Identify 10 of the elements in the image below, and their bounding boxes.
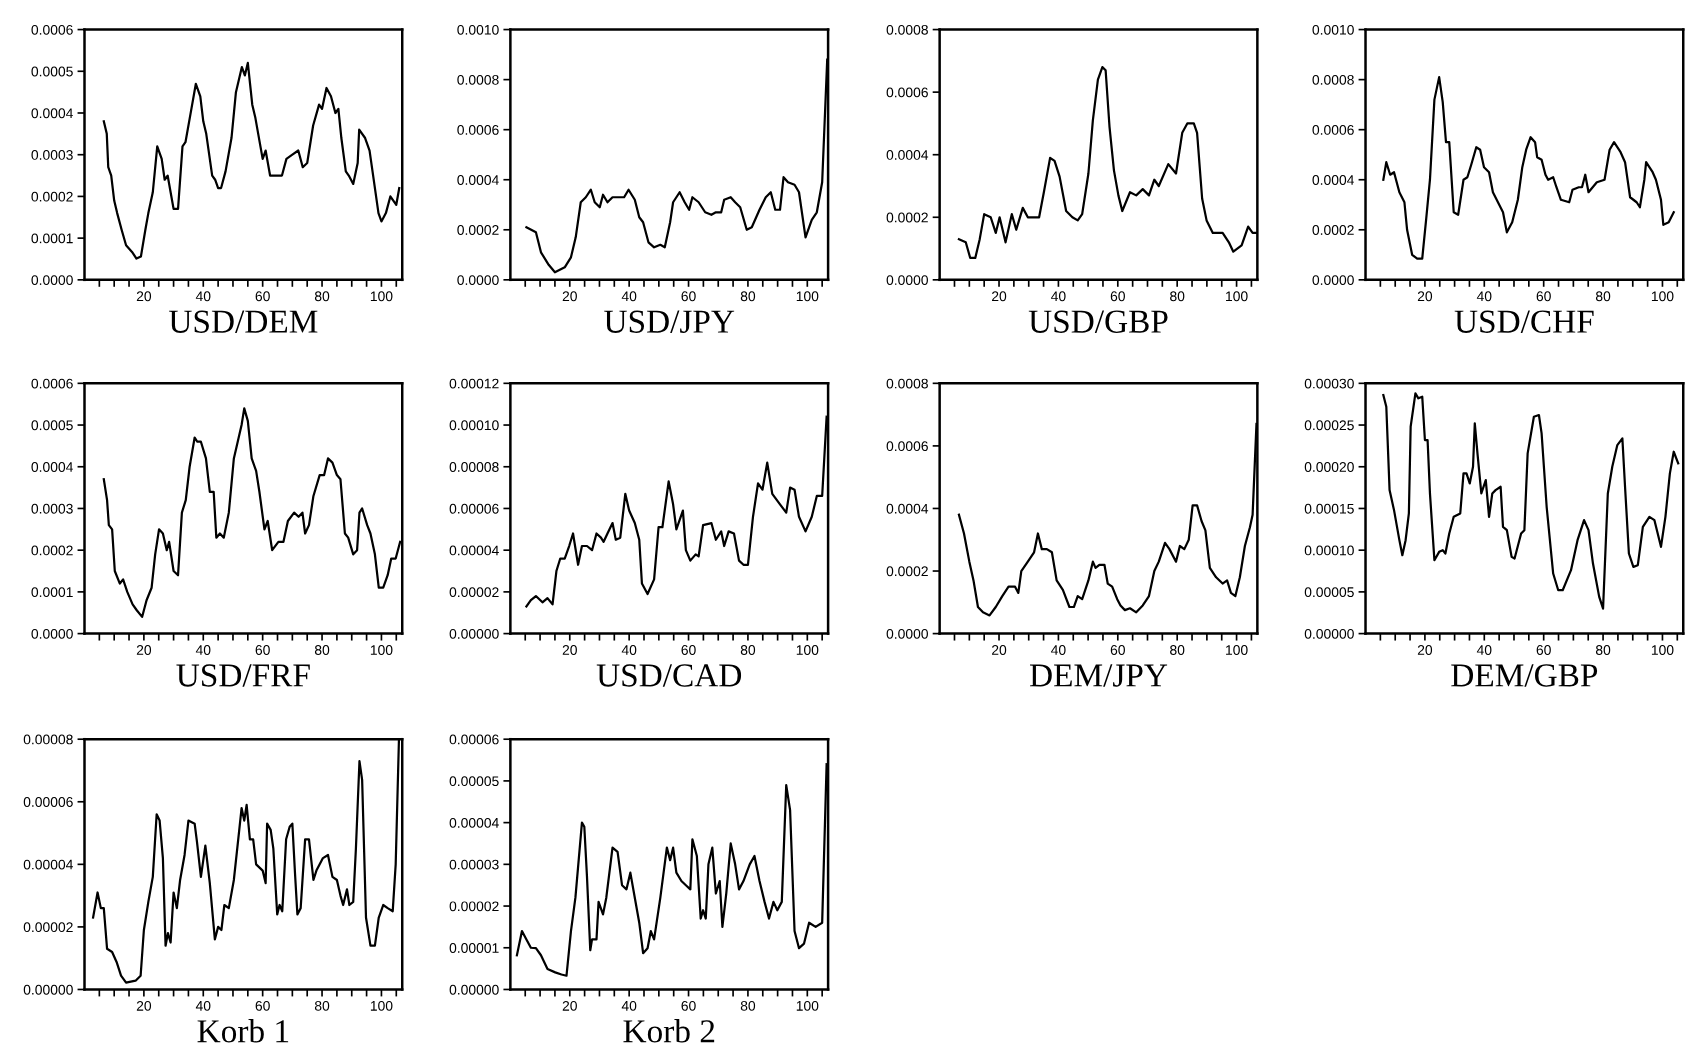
x-axis-title: USD/CHF	[1454, 310, 1594, 333]
x-axis-title: USD/GBP	[1028, 310, 1168, 333]
x-axis-title: Korb 1	[197, 1019, 289, 1043]
x-axis-title: Korb 2	[623, 1019, 715, 1043]
x-axis-title: USD/JPY	[604, 310, 735, 333]
x-axis-title: DEM/GBP	[1451, 664, 1598, 687]
x-axis-title: DEM/JPY	[1030, 664, 1168, 687]
x-axis-title: USD/DEM	[169, 310, 318, 333]
x-axis-title: USD/CAD	[596, 664, 742, 687]
x-axis-title: USD/FRF	[176, 664, 310, 687]
